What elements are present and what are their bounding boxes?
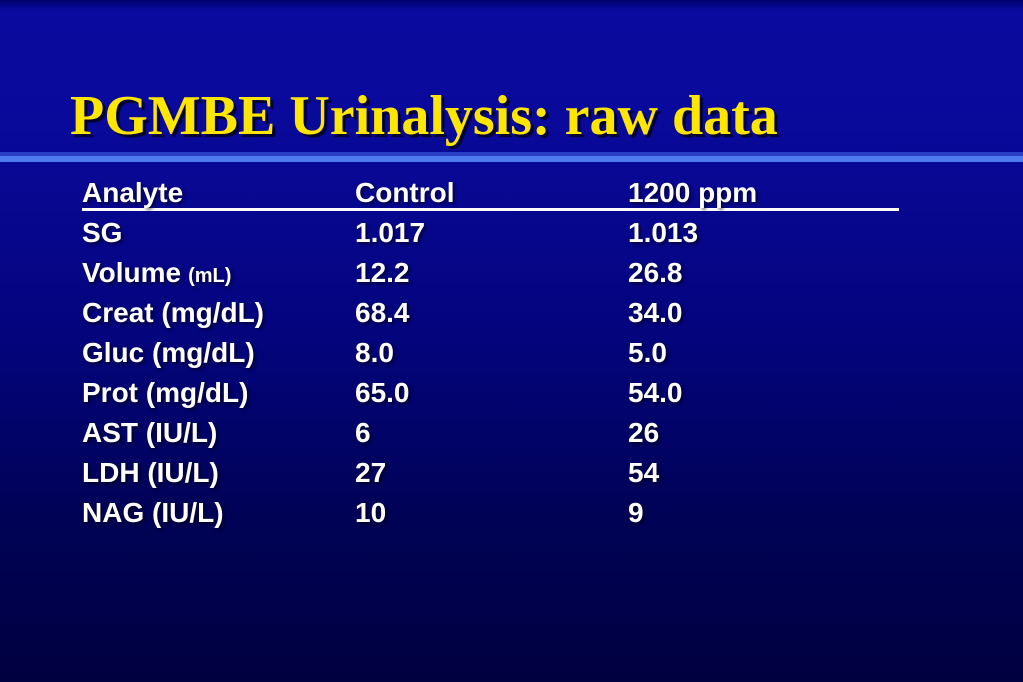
title-divider-dark-band bbox=[0, 152, 1023, 156]
table-row-sg: SG 1.017 1.013 bbox=[82, 213, 899, 253]
ppm1200-value: 54.0 bbox=[628, 377, 683, 408]
ppm1200-value: 54 bbox=[628, 457, 660, 488]
control-value: 6 bbox=[355, 417, 371, 448]
analyte-cell: LDH (IU/L) bbox=[82, 453, 355, 493]
analyte-label: LDH (IU/L) bbox=[82, 457, 219, 488]
table-row-gluc: Gluc (mg/dL) 8.0 5.0 bbox=[82, 333, 899, 373]
ppm1200-value: 34.0 bbox=[628, 297, 683, 328]
table-row-volume: Volume (mL) 12.2 26.8 bbox=[82, 253, 899, 293]
control-value: 65.0 bbox=[355, 377, 410, 408]
slide-title: PGMBE Urinalysis: raw data bbox=[70, 85, 778, 147]
analyte-label: AST (IU/L) bbox=[82, 417, 218, 448]
ppm1200-value: 9 bbox=[628, 497, 644, 528]
table-header-row: Analyte Control 1200 ppm bbox=[82, 178, 899, 211]
control-value: 68.4 bbox=[355, 297, 410, 328]
column-header-1200ppm: 1200 ppm bbox=[628, 177, 758, 208]
control-value: 12.2 bbox=[355, 257, 410, 288]
control-value: 8.0 bbox=[355, 337, 394, 368]
ppm1200-value: 5.0 bbox=[628, 337, 667, 368]
ppm1200-value: 1.013 bbox=[628, 217, 699, 248]
control-value: 1.017 bbox=[355, 217, 426, 248]
analyte-unit: (mL) bbox=[188, 265, 232, 287]
column-header-analyte: Analyte bbox=[82, 177, 184, 208]
ppm1200-value: 26.8 bbox=[628, 257, 683, 288]
analyte-label: Gluc (mg/dL) bbox=[82, 337, 255, 368]
analyte-cell: SG bbox=[82, 213, 355, 253]
analyte-cell: Gluc (mg/dL) bbox=[82, 333, 355, 373]
analyte-label: Creat (mg/dL) bbox=[82, 297, 264, 328]
table-row-nag: NAG (IU/L) 10 9 bbox=[82, 493, 899, 533]
analyte-label: NAG (IU/L) bbox=[82, 497, 224, 528]
title-divider-light-band bbox=[0, 156, 1023, 162]
table-row-ldh: LDH (IU/L) 27 54 bbox=[82, 453, 899, 493]
table-row-prot: Prot (mg/dL) 65.0 54.0 bbox=[82, 373, 899, 413]
analyte-cell: Creat (mg/dL) bbox=[82, 293, 355, 333]
title-divider bbox=[0, 152, 1023, 162]
analyte-cell: AST (IU/L) bbox=[82, 413, 355, 453]
column-header-control: Control bbox=[355, 177, 455, 208]
table-row-ast: AST (IU/L) 6 26 bbox=[82, 413, 899, 453]
analyte-cell: Prot (mg/dL) bbox=[82, 373, 355, 413]
control-value: 27 bbox=[355, 457, 387, 488]
analyte-cell: NAG (IU/L) bbox=[82, 493, 355, 533]
analyte-cell: Volume (mL) bbox=[82, 253, 355, 293]
control-value: 10 bbox=[355, 497, 387, 528]
table-row-creat: Creat (mg/dL) 68.4 34.0 bbox=[82, 293, 899, 333]
urinalysis-data-table: Analyte Control 1200 ppm SG 1.017 1.013 … bbox=[82, 178, 899, 533]
analyte-label: Prot (mg/dL) bbox=[82, 377, 249, 408]
ppm1200-value: 26 bbox=[628, 417, 660, 448]
analyte-label: Volume bbox=[82, 257, 182, 288]
analyte-label: SG bbox=[82, 217, 123, 248]
